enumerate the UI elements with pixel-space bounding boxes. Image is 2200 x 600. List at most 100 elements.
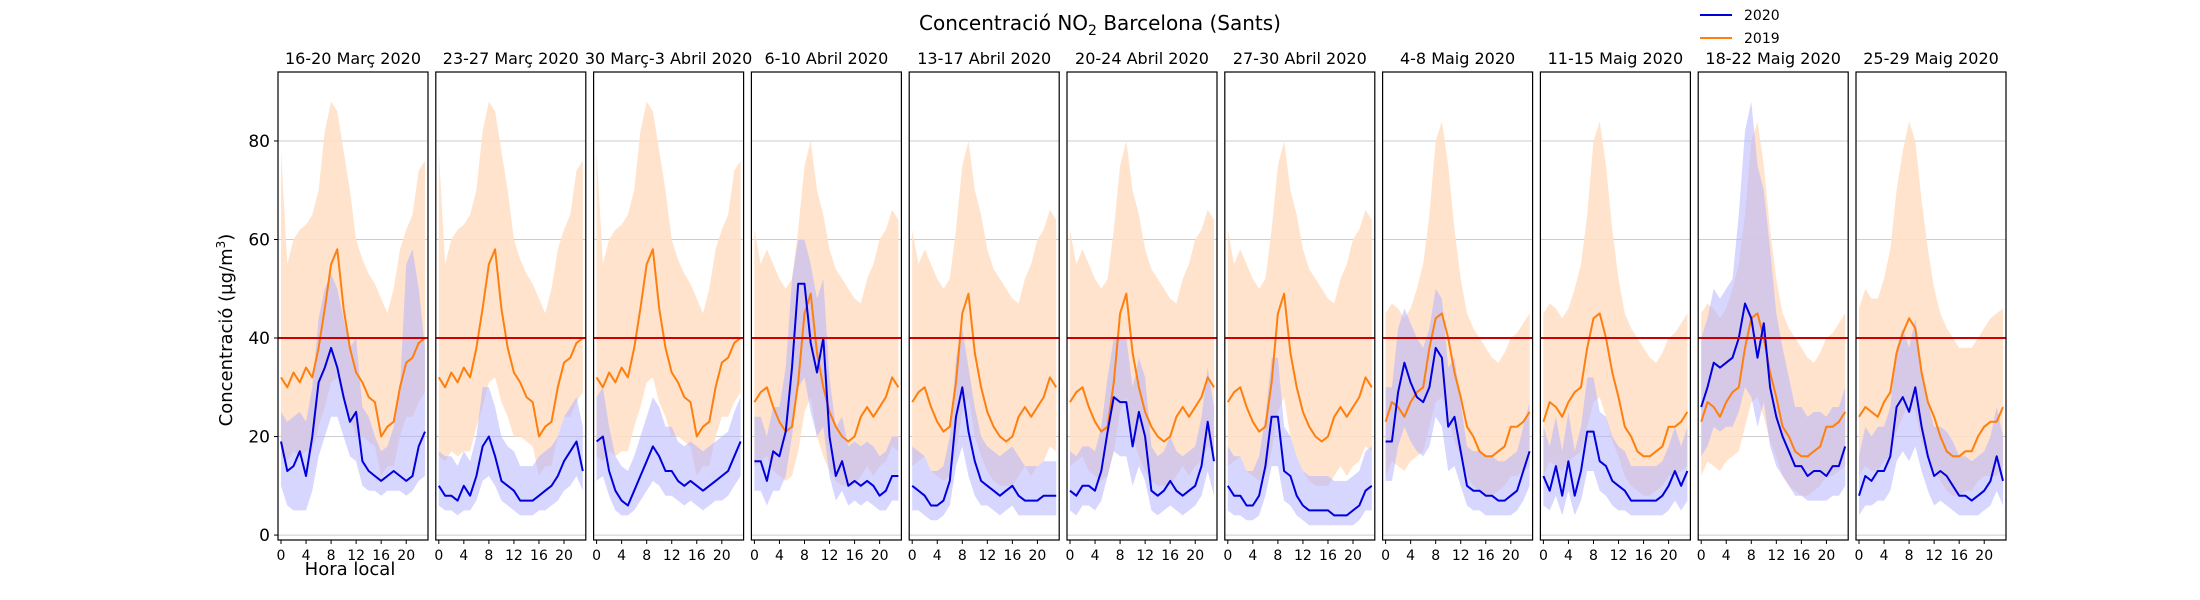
panel-9: 11-15 Maig 2020 0 4 8 12 16 20 [1539,49,1692,564]
band-2019 [1227,141,1372,486]
band-2020 [912,328,1057,521]
panel-title: 18-22 Maig 2020 [1705,49,1841,68]
x-tick-label: 8 [1273,548,1282,564]
panel-frame [1855,71,2007,541]
series-line-2020 [595,435,742,507]
x-tick-label: 16 [688,548,706,564]
x-tick-label: 0 [1066,548,1075,564]
chart-title: Concentració NO2 Barcelona (Sants) [919,11,1281,39]
x-tick-label: 20 [1029,548,1047,564]
panel-frame [1539,71,1692,541]
x-tick-label: 4 [933,548,942,564]
panel-10: 18-22 Maig 2020 0 4 8 12 16 20 [1697,49,1849,564]
x-tick-label: 4 [1722,548,1731,564]
y-axis-label-superscript: 3 [214,241,228,249]
series-line-2020 [911,386,1057,507]
chart-title-prefix: Concentració NO [919,11,1088,35]
panel-frame [750,71,903,541]
panel-plot [435,101,586,536]
panel-frame [908,71,1060,541]
x-tick-label: 4 [1248,548,1257,564]
panel-2: 23-27 Març 2020 0 4 8 12 16 20 [434,49,587,564]
x-tick-label: 0 [1539,548,1548,564]
panel-frame [435,71,587,541]
x-tick-label: 0 [1381,548,1390,564]
series-line-2020 [754,282,899,497]
x-tick-label: 16 [1950,548,1968,564]
band-2019 [912,141,1057,486]
band-2020 [281,249,425,511]
x-tick-label: 12 [1452,548,1470,564]
x-tick-label: 20 [713,548,731,564]
series-line-2020 [1858,386,2004,502]
series-line-2019 [595,248,742,438]
x-tick-label: 4 [1406,548,1415,564]
x-tick-label: 12 [821,548,839,564]
panel-7: 27-30 Abril 2020 0 4 8 12 16 20 [1223,49,1376,564]
x-tick-label: 8 [642,548,651,564]
series-line-2020 [1069,396,1215,497]
x-axis-label: Hora local [305,559,396,580]
x-tick-label: 20 [1502,548,1520,564]
x-tick-label: 8 [484,548,493,564]
series-line-2020 [1700,302,1847,477]
x-tick-label: 4 [302,548,311,564]
x-tick-label: 20 [555,548,573,564]
series-line-2020 [1385,346,1531,502]
x-tick-label: 16 [1003,548,1021,564]
panel-3: 30 Març-3 Abril 2020 0 4 8 12 16 20 [585,49,753,564]
panel-title: 4-8 Maig 2020 [1400,49,1515,68]
panel-11: 25-29 Maig 2020 0 4 8 12 16 20 [1855,49,2007,564]
x-tick-label: 8 [1905,548,1914,564]
x-tick-label: 0 [1855,548,1864,564]
panel-plot [593,101,744,536]
panel-plot [909,140,1060,536]
y-axis-label-end: ) [216,234,237,241]
x-tick-label: 12 [505,548,523,564]
panel-frame [1697,71,1849,541]
panel-title: 11-15 Maig 2020 [1548,49,1684,68]
x-tick-label: 12 [347,548,365,564]
x-tick-label: 12 [1767,548,1785,564]
x-tick-label: 20 [1660,548,1678,564]
x-tick-label: 16 [1635,548,1653,564]
panel-title: 13-17 Abril 2020 [917,49,1051,68]
series-line-2019 [1858,317,2004,458]
panel-title: 30 Març-3 Abril 2020 [585,49,753,68]
panel-plot [1540,121,1691,536]
panel-frame [277,71,429,541]
series-line-2019 [437,248,584,438]
x-tick-label: 20 [1186,548,1204,564]
panel-title: 16-20 Març 2020 [285,49,421,68]
x-tick-label: 16 [1161,548,1179,564]
panel-frame [1381,71,1534,541]
x-tick-label: 20 [397,548,415,564]
x-tick-label: 8 [1431,548,1440,564]
band-2020 [1227,357,1372,526]
x-tick-label: 4 [1880,548,1889,564]
panel-title: 23-27 Març 2020 [443,49,579,68]
series-line-2019 [1384,312,1531,458]
panel-frame [1066,71,1218,541]
panel-title: 25-29 Maig 2020 [1863,49,1999,68]
series-line-2019 [1069,292,1215,443]
x-tick-label: 0 [908,548,917,564]
y-tick-label: 60 [248,230,270,250]
band-2019 [438,101,583,476]
panel-title: 27-30 Abril 2020 [1233,49,1367,68]
x-tick-label: 20 [871,548,889,564]
x-tick-label: 12 [1610,548,1628,564]
x-tick-label: 0 [1223,548,1232,564]
band-2019 [596,101,741,476]
x-tick-label: 8 [1747,548,1756,564]
x-tick-label: 20 [1818,548,1836,564]
chart-title-suffix: Barcelona (Sants) [1097,11,1281,35]
x-tick-label: 0 [434,548,443,564]
panel-frame [592,71,745,541]
band-2020 [1385,288,1530,516]
x-tick-label: 12 [1136,548,1154,564]
series-line-2020 [1542,430,1689,502]
panel-5: 13-17 Abril 2020 0 4 8 12 16 20 [908,49,1060,564]
x-tick-label: 12 [1294,548,1312,564]
